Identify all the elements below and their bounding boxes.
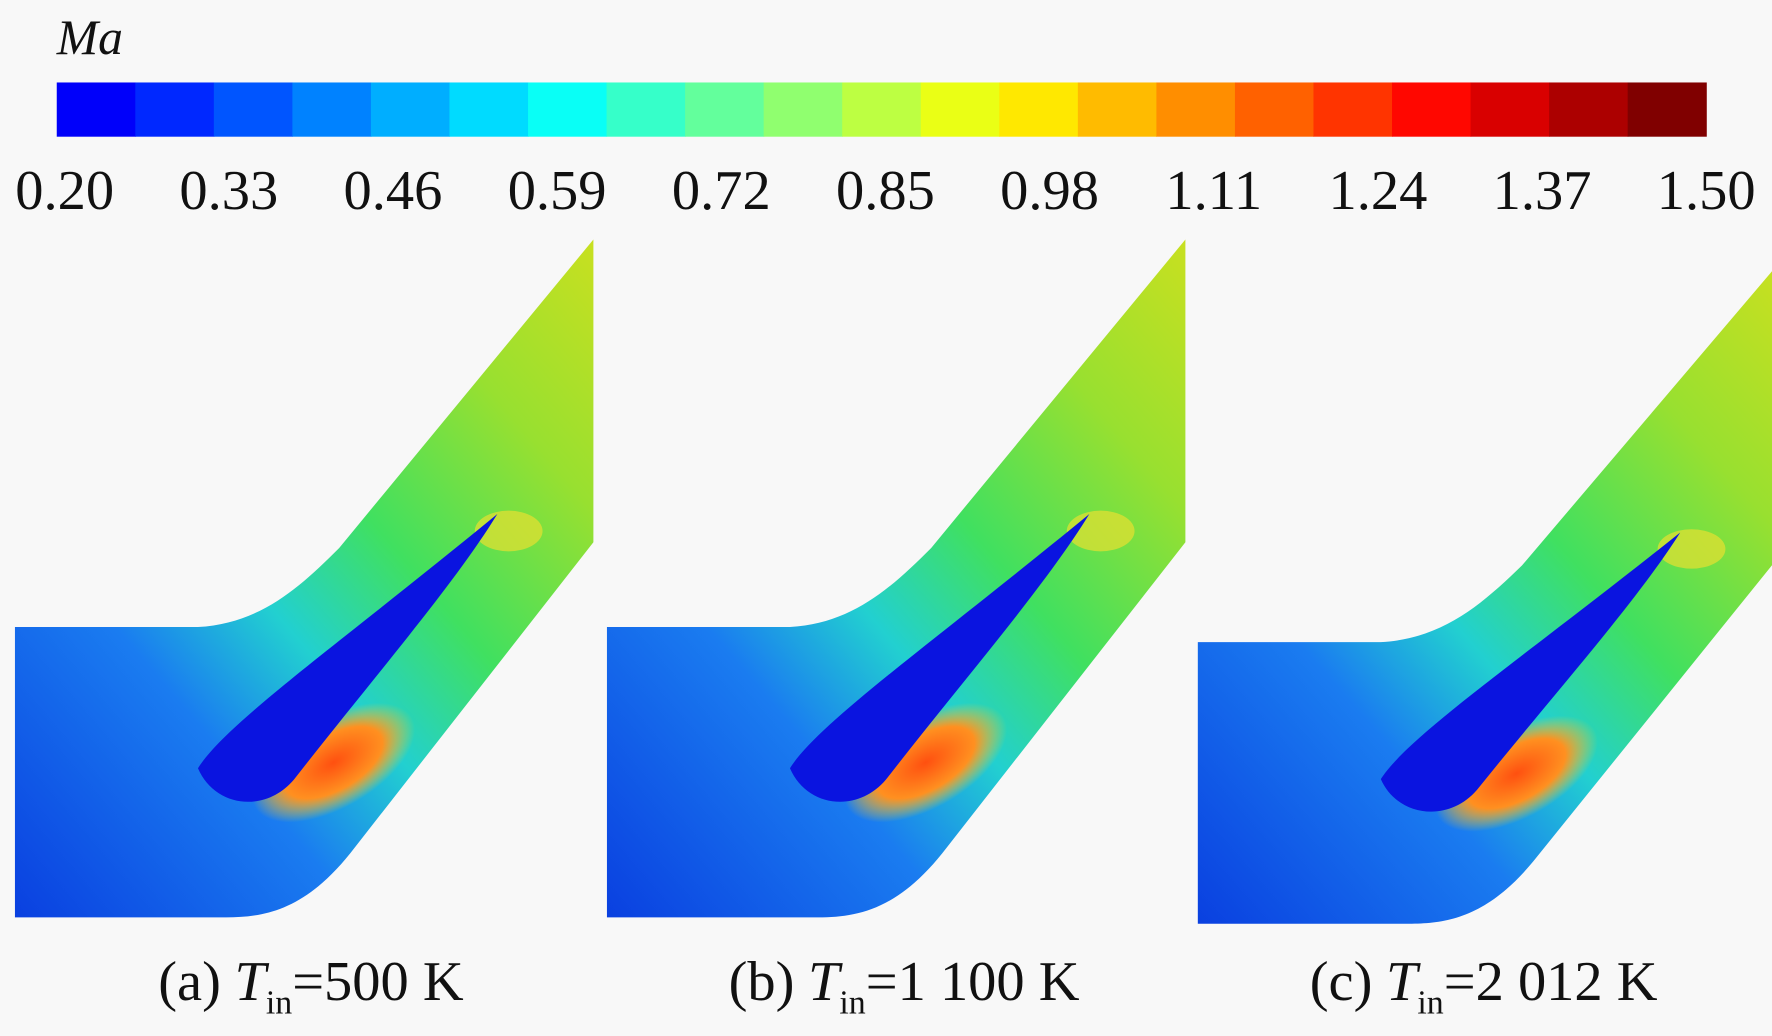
color-band — [1077, 82, 1157, 137]
color-band — [1313, 82, 1393, 137]
subscript: in — [266, 984, 292, 1021]
tick-label: 0.20 — [15, 160, 114, 222]
symbol: T — [1386, 951, 1421, 1013]
symbol: T — [234, 951, 269, 1013]
tick-label: 0.46 — [344, 160, 443, 222]
color-band — [920, 82, 1000, 137]
color-band — [606, 82, 686, 137]
tick-label: 0.33 — [179, 160, 278, 222]
color-band — [449, 82, 529, 137]
tick-label: 0.72 — [672, 160, 771, 222]
color-band — [842, 82, 922, 137]
panel-letter: (a) — [158, 951, 221, 1013]
tick-label: 1.50 — [1657, 160, 1756, 222]
colorbar-label: Ma — [56, 10, 123, 65]
subscript: in — [839, 984, 865, 1021]
caption-value: =1 100 K — [866, 951, 1080, 1013]
color-band — [528, 82, 608, 137]
caption-value: =500 K — [292, 951, 464, 1013]
color-band — [763, 82, 843, 137]
symbol: T — [808, 951, 843, 1013]
tick-label: 0.59 — [508, 160, 607, 222]
contour-c — [1197, 266, 1772, 924]
color-band — [1627, 82, 1707, 137]
panel-letter: (c) — [1310, 951, 1373, 1013]
colorbar — [56, 82, 1707, 137]
color-band — [1470, 82, 1550, 137]
contour-a — [14, 239, 594, 918]
color-band — [999, 82, 1079, 137]
tick-label: 1.11 — [1165, 160, 1262, 222]
color-band — [1156, 82, 1236, 137]
tick-label: 0.85 — [836, 160, 935, 222]
color-band — [56, 82, 136, 137]
panel-caption: (c) Tin=2 012 K — [1310, 951, 1658, 1022]
panel-caption: (a) Tin=500 K — [158, 951, 464, 1022]
color-band — [1549, 82, 1629, 137]
color-band — [685, 82, 765, 137]
color-band — [213, 82, 293, 137]
color-band — [370, 82, 451, 137]
color-band — [292, 82, 372, 137]
panel-letter: (b) — [729, 951, 795, 1013]
color-band — [1234, 82, 1315, 137]
tick-label: 1.37 — [1493, 160, 1592, 222]
color-band — [1392, 82, 1472, 137]
tick-label: 1.24 — [1328, 160, 1427, 222]
color-band — [135, 82, 215, 137]
caption-value: =2 012 K — [1444, 951, 1658, 1013]
tick-label: 0.98 — [1000, 160, 1099, 222]
subscript: in — [1417, 984, 1443, 1021]
panel-caption: (b) Tin=1 100 K — [729, 951, 1080, 1022]
contour-b — [606, 239, 1186, 918]
